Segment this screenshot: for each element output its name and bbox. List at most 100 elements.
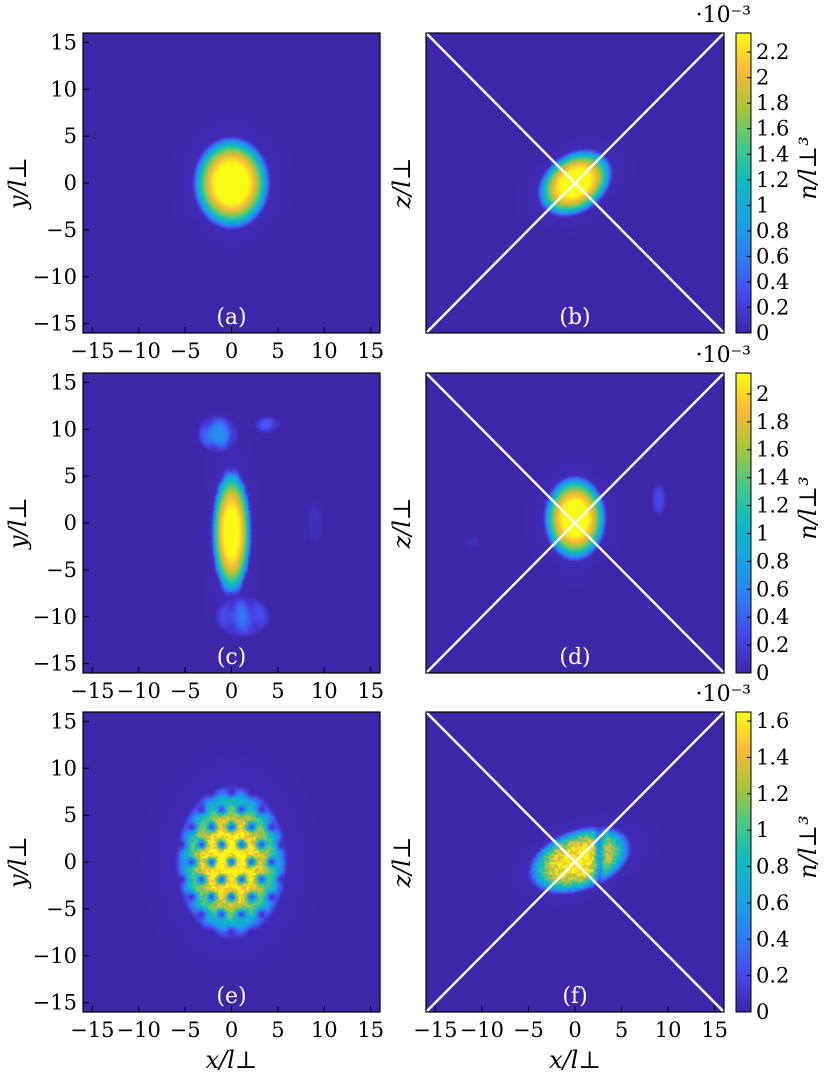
panel-label: (f) — [562, 984, 587, 1009]
x-tick-label: −15 — [70, 679, 114, 703]
y-tick-label: −5 — [46, 558, 77, 582]
colorbar: 00.20.40.60.811.21.41.61.822.2·10⁻³ n/l⊥³ — [696, 3, 822, 345]
colorbar-tick-label: 0.4 — [756, 270, 789, 294]
colorbar-tick-label: 0 — [756, 321, 769, 345]
y-axis-label: z/l⊥ — [388, 498, 416, 550]
colorbar-exponent: ·10⁻³ — [696, 682, 751, 707]
x-tick-label: −15 — [70, 1018, 114, 1042]
y-tick-label: −10 — [33, 605, 77, 629]
colorbar-tick-label: 1.8 — [756, 91, 789, 115]
colorbar-tick-label: 0.6 — [756, 577, 789, 601]
colorbar-tick-label: 0 — [756, 1000, 769, 1024]
colorbar-tick-label: 0.8 — [756, 219, 789, 243]
x-tick-label: 0 — [225, 339, 238, 363]
panel-label: (d) — [559, 645, 590, 670]
y-tick-label: 5 — [64, 464, 77, 488]
colorbar-tick-label: 0.6 — [756, 891, 789, 915]
x-tick-label: 0 — [225, 1018, 238, 1042]
colorbar-exponent: ·10⁻³ — [696, 3, 751, 28]
y-tick-label: 15 — [50, 370, 77, 394]
colorbar-tick-label: 1.2 — [756, 168, 789, 192]
colorbar-tick-label: 0.8 — [756, 855, 789, 879]
colorbar: 0 0.2 0.4 0.6 0.8 1 1.2 1.4 1.6·10⁻³ n/l⊥³ — [696, 682, 822, 1024]
colorbar-tick-label: 1.2 — [756, 782, 789, 806]
y-tick-label: 10 — [50, 756, 77, 780]
x-tick-label: 5 — [615, 1018, 628, 1042]
y-tick-label: −5 — [46, 218, 77, 242]
panel-label: (a) — [216, 305, 246, 330]
heatmap-image — [83, 712, 380, 1012]
axes-frame — [425, 32, 725, 334]
y-axis-label: y/l⊥ — [4, 497, 32, 550]
x-tick-label: 15 — [357, 1018, 384, 1042]
panel-label: (c) — [217, 645, 247, 670]
y-tick-label: 5 — [64, 803, 77, 827]
y-axis-label: y/l⊥ — [4, 836, 32, 889]
y-tick-label: 0 — [64, 850, 77, 874]
colorbar-label: n/l⊥³ — [794, 136, 822, 199]
x-tick-label: 5 — [271, 679, 284, 703]
colorbar-tick-label: 0.2 — [756, 295, 789, 319]
colorbar-tick-label: 1.2 — [756, 494, 789, 518]
x-tick-label: 15 — [357, 679, 384, 703]
y-axis-label: z/l⊥ — [388, 837, 416, 889]
colorbar-tick-label: 1.4 — [756, 466, 789, 490]
colorbar-exponent: ·10⁻³ — [696, 343, 751, 368]
colorbar-tick-label: 1.4 — [756, 745, 789, 769]
diagonal-line — [425, 711, 725, 1013]
y-axis-label: y/l⊥ — [4, 157, 32, 210]
colorbar-tick-label: 0 — [756, 661, 769, 685]
panel-label: (e) — [216, 984, 246, 1009]
colorbar-tick-label: 1.4 — [756, 142, 789, 166]
x-tick-label: −10 — [117, 339, 161, 363]
colorbar-gradient — [735, 711, 752, 1013]
y-tick-label: 0 — [64, 511, 77, 535]
heatmap-image — [83, 33, 380, 333]
x-tick-label: 10 — [311, 679, 338, 703]
diagonal-line — [425, 372, 725, 674]
x-tick-label: 0 — [568, 1018, 581, 1042]
colorbar-tick-label: 1.6 — [756, 117, 789, 141]
x-tick-label: 10 — [311, 1018, 338, 1042]
y-tick-label: 5 — [64, 124, 77, 148]
y-tick-label: −10 — [33, 944, 77, 968]
colorbar-tick-label: 2 — [756, 382, 769, 406]
x-tick-label: 10 — [311, 339, 338, 363]
y-tick-label: −10 — [33, 265, 77, 289]
y-tick-label: −5 — [46, 897, 77, 921]
colorbar: 0 0.2 0.4 0.6 0.8 1 1.2 1.4 1.6 1.8 2·10⁻³ n/l⊥³ — [696, 343, 822, 685]
colorbar-tick-label: 0.4 — [756, 605, 789, 629]
y-tick-label: 10 — [50, 77, 77, 101]
colorbar-tick-label: 2 — [756, 66, 769, 90]
x-tick-label: 10 — [655, 1018, 682, 1042]
y-tick-label: −15 — [33, 652, 77, 676]
colorbar-tick-label: 0.8 — [756, 549, 789, 573]
colorbar-tick-label: 1 — [756, 193, 769, 217]
colorbar-tick-label: 0.6 — [756, 244, 789, 268]
colorbar-tick-label: 0.4 — [756, 927, 789, 951]
panel-label: (b) — [559, 305, 590, 330]
x-tick-label: −5 — [170, 1018, 201, 1042]
panel-b: (b) z/l⊥ 00.20.40.60.811.21.41.61.822.2·10… — [388, 3, 822, 345]
colorbar-tick-label: 1 — [756, 521, 769, 545]
x-tick-label: −10 — [460, 1018, 504, 1042]
y-tick-label: −15 — [33, 312, 77, 336]
colorbar-tick-label: 1.6 — [756, 438, 789, 462]
y-axis-label: z/l⊥ — [388, 158, 416, 210]
colorbar-tick-label: 0.2 — [756, 964, 789, 988]
colorbar-tick-label: 1 — [756, 818, 769, 842]
x-tick-label: 15 — [701, 1018, 728, 1042]
panel-d: (d) z/l⊥ 0 0.2 0.4 0.6 0.8 1 1.2 1.4 1.6 1.8 2·10⁻³ n… — [388, 343, 822, 685]
heatmap-image — [83, 373, 380, 673]
x-axis-label: x/l⊥ — [549, 1046, 601, 1074]
y-tick-label: 10 — [50, 417, 77, 441]
x-tick-label: 15 — [357, 339, 384, 363]
x-tick-label: 5 — [271, 339, 284, 363]
diagonal-line — [425, 32, 725, 334]
x-tick-label: −15 — [413, 1018, 457, 1042]
